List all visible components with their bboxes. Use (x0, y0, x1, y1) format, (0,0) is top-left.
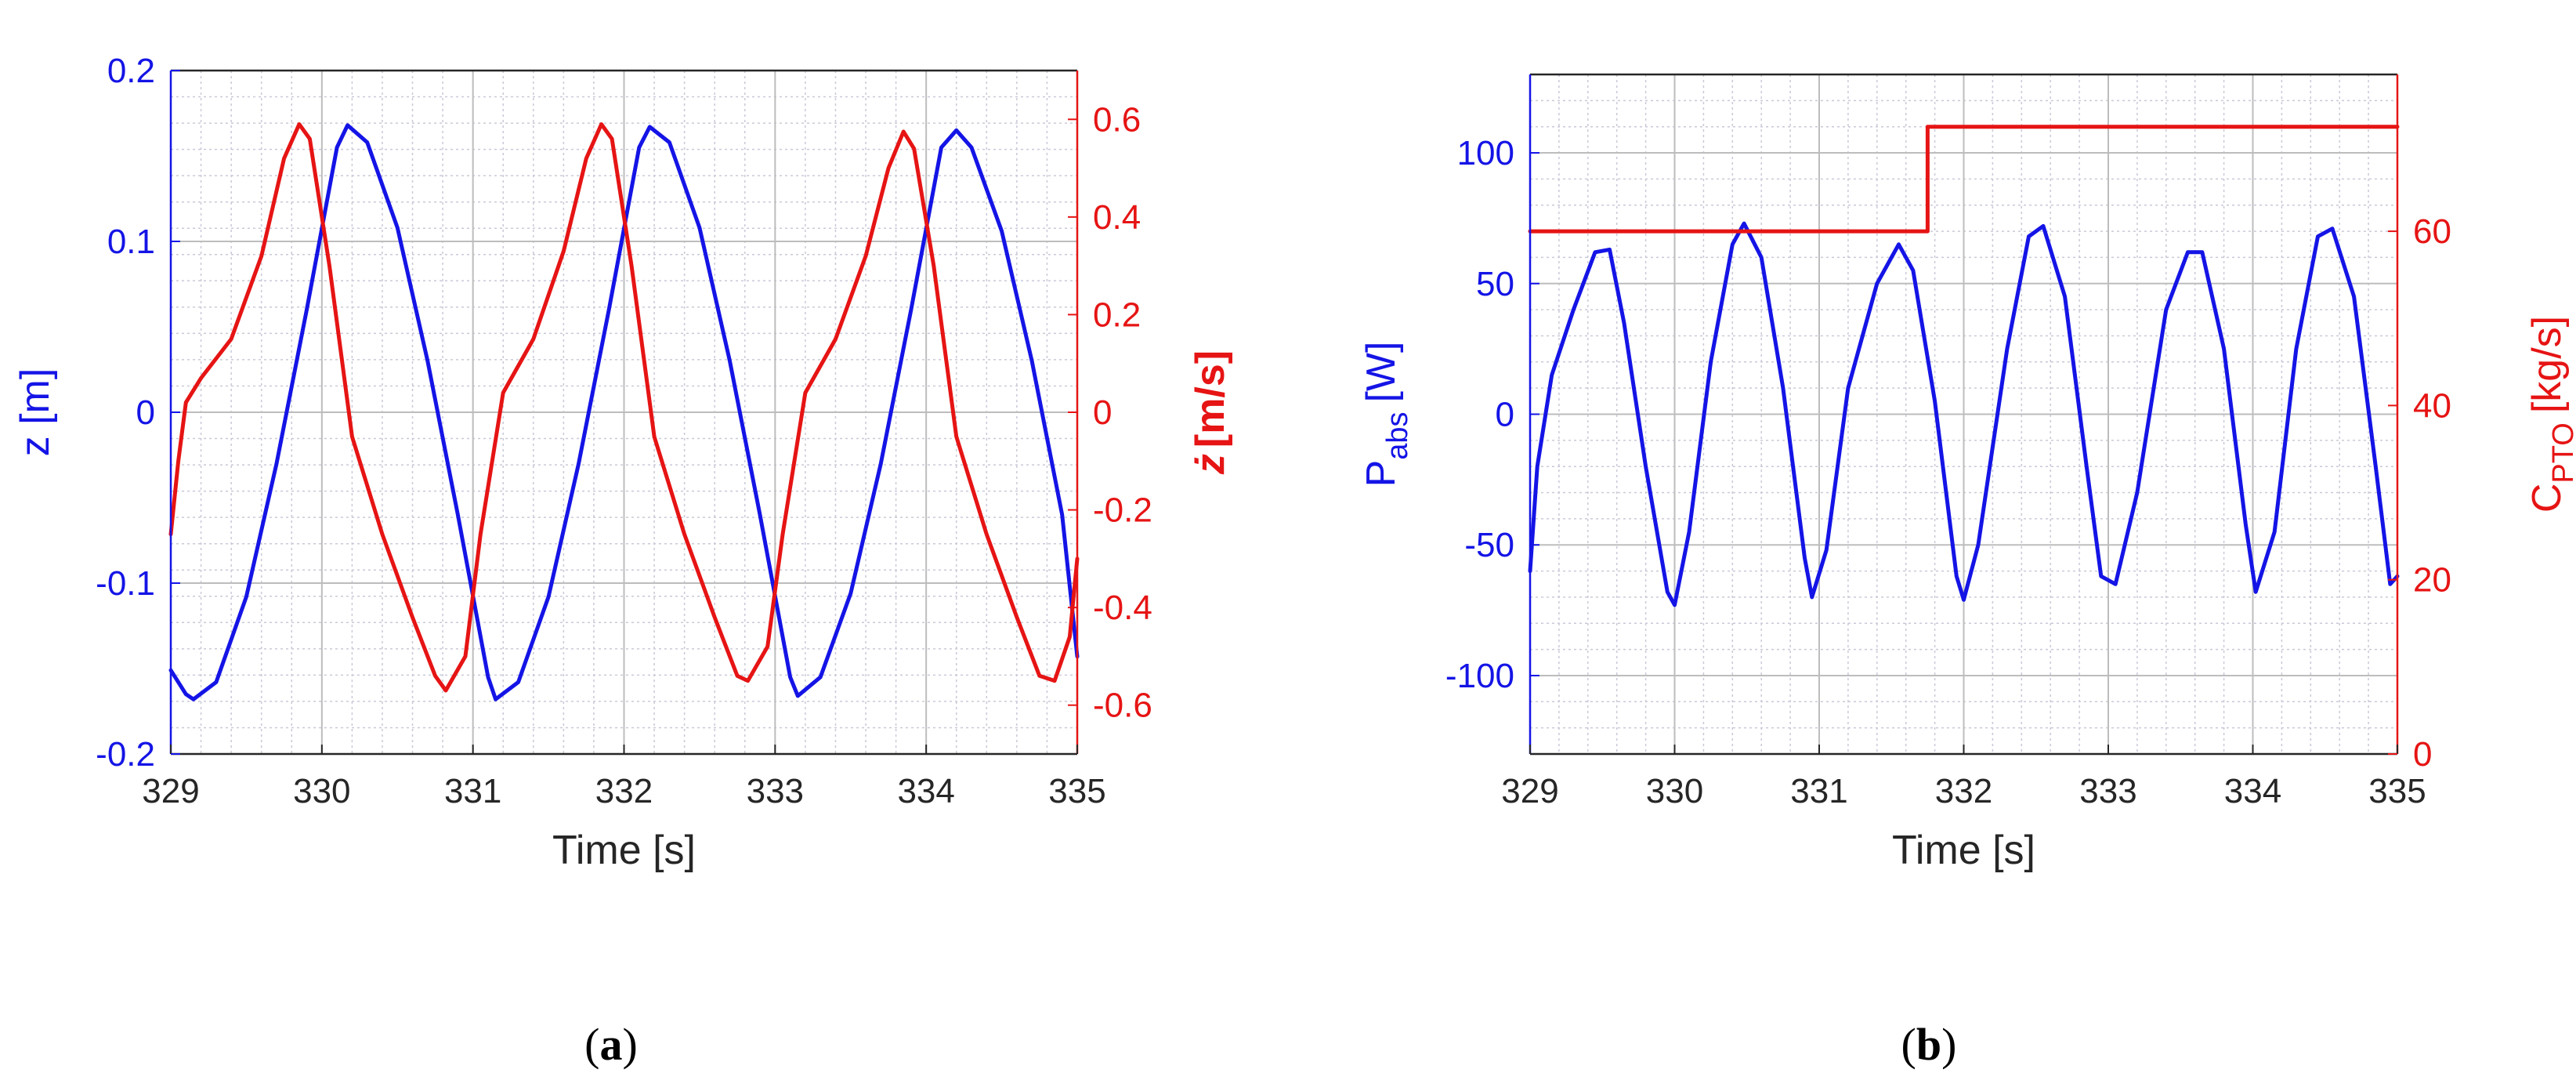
panel-label-b: (b) (1901, 1019, 1957, 1070)
x-tick-label: 333 (747, 772, 804, 810)
y-tick-label-left: 100 (1457, 134, 1514, 172)
y-tick-label-right: 60 (2413, 212, 2451, 251)
y-tick-label-right: 0.6 (1093, 100, 1141, 139)
grid (1529, 74, 2398, 754)
y-tick-label-right: 0.4 (1093, 198, 1141, 237)
x-tick-label: 334 (2224, 772, 2281, 810)
x-tick-label: 331 (444, 772, 501, 810)
y-tick-label-left: -50 (1464, 526, 1514, 564)
y-tick-label-right: 40 (2413, 386, 2451, 425)
y-tick-label-right: 0 (1093, 393, 1112, 432)
x-tick-label: 329 (142, 772, 199, 810)
series-line-blue (1528, 221, 2400, 607)
y-tick-label-left: 0 (1496, 396, 1514, 434)
x-tick-label: 332 (1935, 772, 1992, 810)
y-tick-label-left: 50 (1476, 265, 1514, 303)
y-axis-label-left: Pabs[W] (1359, 342, 1414, 488)
x-tick-label: 333 (2079, 772, 2136, 810)
x-tick-label: 331 (1790, 772, 1847, 810)
x-tick-label: 335 (1048, 772, 1105, 810)
y-tick-label-right: -0.2 (1093, 491, 1152, 530)
panel-label-a: (a) (584, 1019, 638, 1070)
y-tick-label-left: -0.1 (96, 564, 155, 603)
series-line-red (168, 122, 1080, 693)
x-axis-label: Time [s] (552, 828, 696, 873)
y-axis-label-right: CPTO[kg/s] (2524, 316, 2576, 513)
y-axis-label-right: ż[m/s] (1188, 350, 1233, 475)
x-tick-label: 334 (897, 772, 954, 810)
y-axis-label-left: z [m] (13, 368, 58, 457)
y-tick-label-right: -0.4 (1093, 589, 1152, 627)
chart-b: 329 330 331 332 333 334 335 -100 -50 0 50 100 0 20 40 6… (1359, 73, 2576, 873)
x-tick-label: 335 (2368, 772, 2426, 810)
x-tick-label: 329 (1501, 772, 1558, 810)
x-axis-label: Time [s] (1892, 828, 2035, 873)
y-tick-label-right: 20 (2413, 561, 2451, 600)
y-tick-label-left: -0.2 (96, 735, 155, 774)
y-tick-label-left: 0 (136, 393, 155, 432)
y-tick-label-left: -100 (1445, 657, 1514, 695)
grid (170, 70, 1078, 755)
series-line-red (1528, 125, 2400, 234)
x-tick-label: 332 (595, 772, 653, 810)
x-tick-label: 330 (1646, 772, 1703, 810)
y-tick-label-right: 0 (2413, 735, 2432, 774)
chart-a: 329 330 331 332 333 334 335 -0.2 -0.1 0 0.1 0.2 -0.6… (13, 52, 1233, 873)
y-tick-label-right: 0.2 (1093, 295, 1141, 334)
x-tick-label: 330 (293, 772, 350, 810)
y-tick-label-left: 0.1 (107, 223, 155, 261)
y-tick-label-right: -0.6 (1093, 687, 1152, 725)
y-tick-label-left: 0.2 (107, 52, 155, 90)
